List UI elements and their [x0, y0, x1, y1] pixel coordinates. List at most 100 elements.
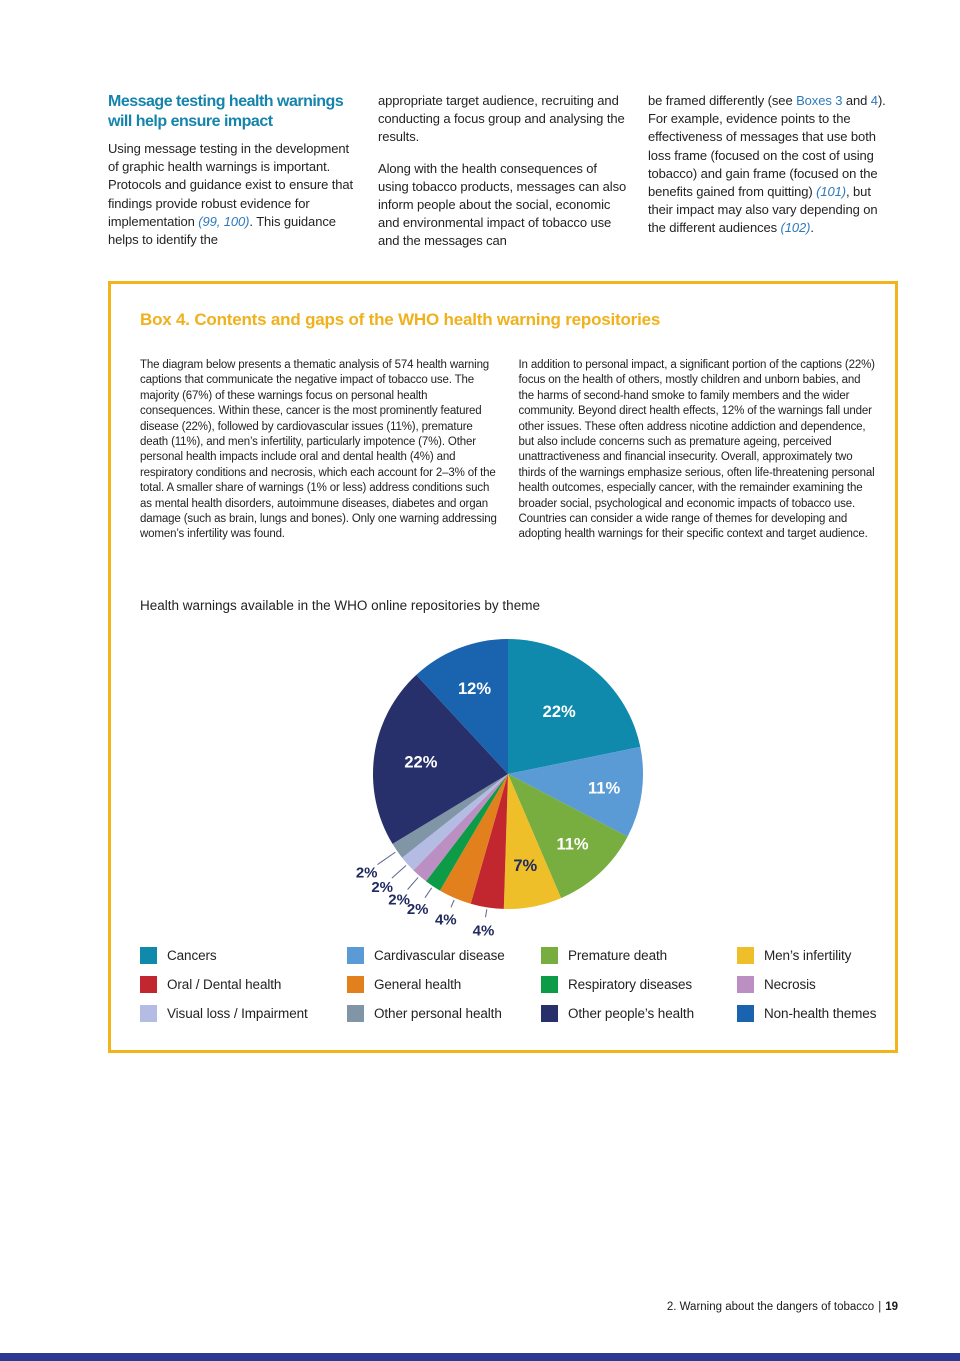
pie-slice-4	[470, 774, 508, 909]
legend-item-6: Respiratory diseases	[541, 976, 737, 993]
legend-item-7: Necrosis	[737, 976, 876, 993]
legend-item-4: Oral / Dental health	[140, 976, 347, 993]
pie-slice-10	[372, 674, 508, 844]
pie-slice-11	[416, 639, 508, 774]
pie-data-label: 12%	[458, 680, 491, 698]
article-paragraph: be framed differently (see Boxes 3 and 4…	[648, 92, 898, 238]
legend-color-swatch	[737, 976, 754, 993]
legend-item-2: Premature death	[541, 947, 737, 964]
pie-data-label: 4%	[435, 912, 457, 929]
legend-color-swatch	[541, 1005, 558, 1022]
pie-leader-line	[407, 877, 419, 890]
box-text-right: In addition to personal impact, a signif…	[518, 359, 875, 541]
pie-data-label: 4%	[473, 922, 495, 939]
legend-color-swatch	[737, 1005, 754, 1022]
text-run: , but their impact may also vary dependi…	[648, 183, 878, 236]
text-run: Using message testing in the development…	[108, 141, 354, 229]
text-run: .	[810, 220, 814, 236]
pie-data-label: 2%	[388, 892, 410, 909]
pie-data-label: 11%	[588, 779, 620, 797]
pie-slice-9	[392, 774, 508, 858]
pie-chart: 22%11%11%7%4%4%2%2%2%2%22%12%	[356, 639, 644, 939]
section-heading: Message testing health warnings will hel…	[108, 93, 344, 130]
pie-slice-2	[508, 774, 628, 899]
pie-slice-0	[508, 639, 641, 774]
text-run: . This guidance helps to identify the	[108, 213, 336, 247]
pie-leader-line	[424, 887, 433, 898]
legend-color-swatch	[347, 947, 364, 964]
legend-item-5: General health	[347, 976, 541, 993]
box-title: Box 4. Contents and gaps of the WHO heal…	[140, 310, 661, 329]
pie-slice-8	[402, 774, 508, 871]
legend-item-3: Men’s infertility	[737, 947, 876, 964]
article-columns: Message testing health warnings will hel…	[108, 92, 898, 264]
legend-label: Visual loss / Impairment	[167, 1006, 308, 1021]
pie-data-label: 2%	[371, 879, 393, 896]
citation-link[interactable]: (99, 100)	[198, 213, 250, 229]
pie-leader-line	[377, 851, 396, 866]
article-column-1: Message testing health warnings will hel…	[108, 92, 358, 264]
footer-page-number: 19	[885, 1301, 898, 1313]
pie-leader-line	[485, 909, 488, 918]
legend-label: Cancers	[167, 948, 217, 963]
legend-label: Respiratory diseases	[568, 977, 693, 992]
legend-item-10: Other people’s health	[541, 1005, 737, 1022]
pie-slice-7	[413, 774, 508, 882]
legend-color-swatch	[140, 976, 157, 993]
legend-color-swatch	[737, 947, 754, 964]
box-4: Box 4. Contents and gaps of the WHO heal…	[108, 281, 898, 1053]
legend-label: Oral / Dental health	[167, 977, 282, 992]
citation-link[interactable]: (102)	[780, 220, 811, 236]
legend-color-swatch	[140, 1005, 157, 1022]
pie-slice-6	[426, 774, 508, 891]
article-column-3: be framed differently (see Boxes 3 and 4…	[648, 92, 898, 264]
footer-separator: |	[878, 1301, 882, 1313]
pie-data-label: 22%	[543, 703, 576, 721]
legend-item-1: Cardivascular disease	[347, 947, 541, 964]
legend-color-swatch	[347, 1005, 364, 1022]
legend-label: Necrosis	[764, 977, 816, 992]
cross-reference-link[interactable]: Boxes 3	[796, 93, 843, 108]
cross-reference-link[interactable]: 4	[870, 93, 878, 108]
pie-chart-area: 22% 11% 11% 7% 4% 4% 2% 2% 2% 2% 22% 12%	[111, 631, 895, 943]
pie-data-label: 11%	[556, 836, 588, 854]
chart-legend: Cancers Cardivascular disease Premature de…	[140, 947, 876, 1022]
citation-link[interactable]: (101)	[816, 183, 847, 199]
legend-color-swatch	[140, 947, 157, 964]
legend-label: Other personal health	[374, 1006, 502, 1021]
legend-item-9: Other personal health	[347, 1005, 541, 1022]
pie-slice-3	[503, 774, 562, 909]
legend-label: Premature death	[568, 948, 668, 963]
article-paragraph: Along with the health consequences of us…	[378, 160, 627, 249]
pie-data-label: 22%	[404, 754, 437, 772]
pie-leader-line	[391, 865, 407, 879]
pie-slice-5	[439, 774, 508, 904]
legend-item-8: Visual loss / Impairment	[140, 1005, 347, 1022]
page-footer: 2. Warning about the dangers of tobacco |…	[667, 1301, 898, 1313]
text-run: ). For example, evidence points to the e…	[648, 93, 886, 199]
legend-color-swatch	[347, 976, 364, 993]
bottom-accent-bar	[0, 1353, 960, 1361]
pie-slice-1	[508, 746, 644, 837]
text-run: be framed differently (see	[648, 93, 797, 108]
article-paragraph: appropriate target audience, recruiting …	[378, 93, 625, 145]
pie-data-label: 2%	[356, 864, 378, 881]
legend-color-swatch	[541, 976, 558, 993]
legend-item-0: Cancers	[140, 947, 347, 964]
legend-label: Other people’s health	[568, 1006, 694, 1021]
article-column-2: appropriate target audience, recruiting …	[378, 92, 628, 264]
legend-label: Men’s infertility	[764, 948, 852, 963]
box-text-left: The diagram below presents a thematic an…	[140, 359, 497, 541]
pie-leader-line	[450, 899, 455, 908]
box-text-columns: The diagram below presents a thematic an…	[140, 358, 878, 543]
legend-item-11: Non-health themes	[737, 1005, 876, 1022]
footer-section-title: 2. Warning about the dangers of tobacco	[666, 1301, 875, 1313]
legend-color-swatch	[541, 947, 558, 964]
pie-data-label: 7%	[513, 857, 537, 875]
legend-label: General health	[374, 977, 462, 992]
chart-title: Health warnings available in the WHO onl…	[140, 598, 540, 613]
text-run: and	[842, 93, 871, 108]
legend-label: Cardivascular disease	[374, 948, 505, 963]
pie-data-label: 2%	[407, 901, 429, 918]
